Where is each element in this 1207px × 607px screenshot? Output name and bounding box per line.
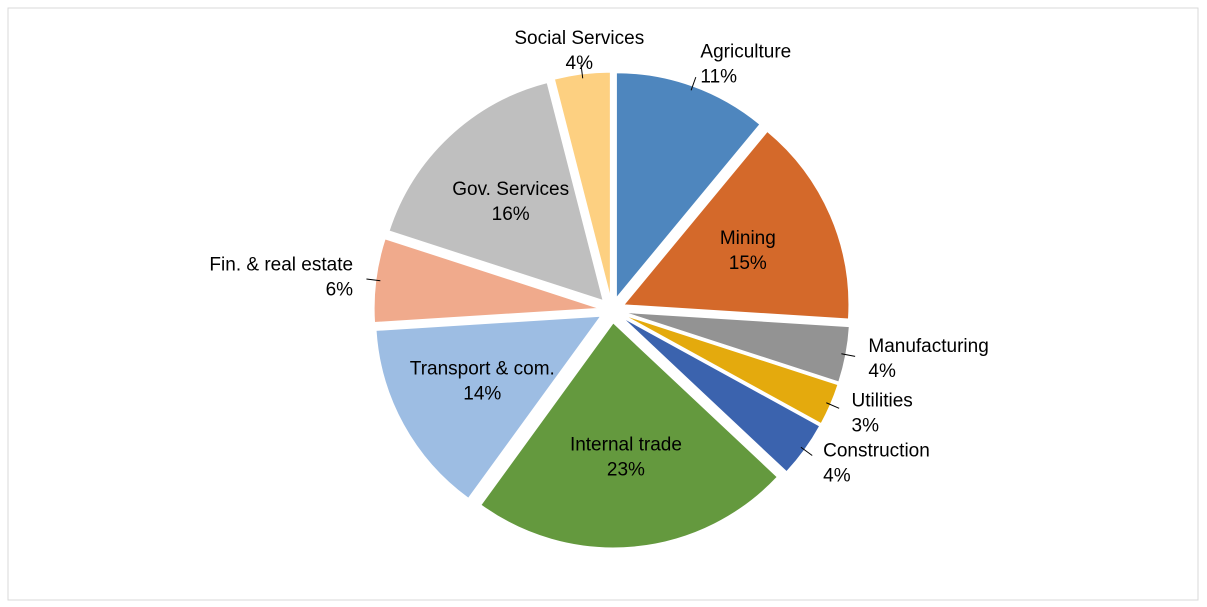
slice-label: Mining: [720, 228, 776, 249]
leader-line: [690, 76, 697, 91]
pie-slice: [388, 81, 604, 302]
slice-label: Manufacturing: [868, 336, 988, 357]
leader-line: [800, 446, 813, 456]
pie-slice: [375, 315, 602, 499]
slice-label: Internal trade: [570, 434, 682, 455]
slice-value-label: 4%: [823, 465, 851, 486]
slice-label: Fin. & real estate: [209, 254, 353, 275]
slice-label: Transport & com.: [410, 358, 555, 379]
slice-value-label: 4%: [868, 361, 896, 382]
pie-slice: [480, 322, 778, 549]
slice-value-label: 16%: [492, 204, 530, 225]
slice-label: Agriculture: [700, 41, 791, 62]
slice-value-label: 11%: [700, 66, 737, 87]
slice-value-label: 15%: [729, 253, 767, 274]
slice-label: Social Services: [514, 28, 644, 49]
leader-line: [366, 278, 381, 282]
slice-label: Construction: [823, 440, 930, 461]
leader-line: [580, 64, 584, 79]
slice-value-label: 4%: [566, 53, 594, 74]
slice-value-label: 23%: [607, 459, 645, 480]
slice-label: Gov. Services: [452, 179, 569, 200]
slice-label: Utilities: [852, 391, 913, 412]
slice-value-label: 14%: [463, 383, 501, 404]
leader-line: [826, 402, 840, 409]
slice-value-label: 6%: [326, 279, 354, 300]
pie-slice: [622, 130, 850, 320]
slice-value-label: 3%: [852, 416, 880, 437]
leader-line: [841, 353, 856, 357]
